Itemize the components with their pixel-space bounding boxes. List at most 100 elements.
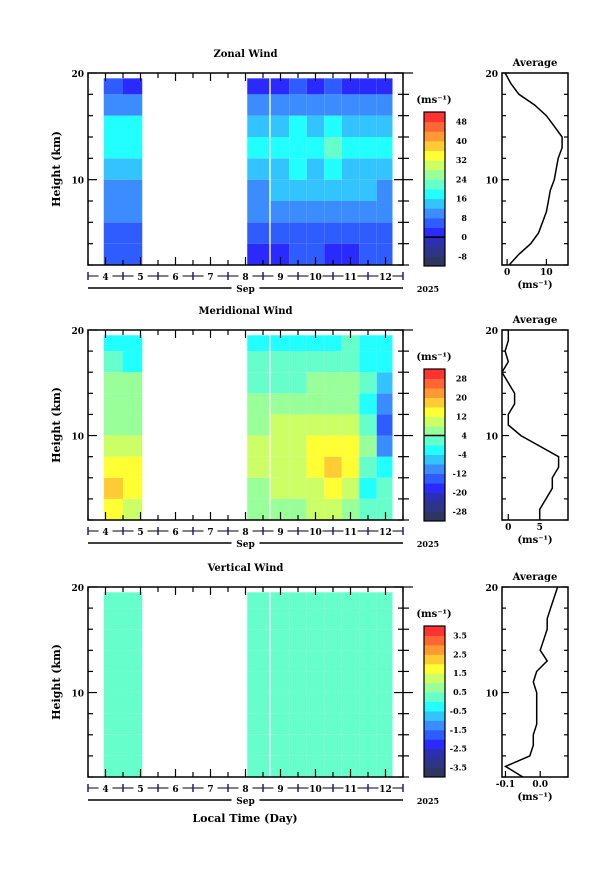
colorbar-label: -8 [458, 251, 467, 261]
heatmap-cell [103, 755, 123, 777]
heatmap-cell [247, 592, 270, 609]
heatmap-cell [376, 393, 393, 415]
heatmap-cell [103, 179, 123, 201]
heatmap-cell [324, 158, 342, 180]
heatmap-cell [324, 498, 342, 520]
colorbar-segment [424, 502, 445, 512]
x-tick-label: 5 [137, 785, 143, 795]
heatmap-cell [376, 755, 393, 777]
heatmap-cell [270, 692, 290, 714]
tick-label-bg [273, 782, 288, 794]
heatmap-cell [341, 456, 360, 478]
heatmap-cell [376, 137, 393, 159]
heatmap-cell [103, 435, 123, 457]
heatmap-cell [103, 692, 123, 714]
y-tick-label: 20 [71, 584, 84, 594]
heatmap-cell [103, 94, 123, 116]
x-tick-label: 12 [379, 528, 392, 538]
heatmap-cell [306, 335, 325, 352]
heatmap-cell [359, 158, 377, 180]
heatmap-cell [376, 498, 393, 520]
colorbar-segment [424, 748, 445, 759]
heatmap-cell [324, 608, 342, 630]
heatmap-cell [306, 137, 325, 159]
heatmap-cell [103, 734, 123, 756]
heatmap-cell [306, 393, 325, 415]
x-tick-label: 11 [344, 528, 357, 538]
heatmap-cell [289, 650, 307, 672]
heatmap-cell [359, 201, 377, 223]
heatmap-cell [123, 335, 143, 352]
heatmap-cell [359, 734, 377, 756]
heatmap-cell [306, 477, 325, 499]
profile-x-tick-label: 0 [505, 523, 511, 533]
heatmap-cell [270, 115, 290, 137]
heatmap-cell [247, 158, 270, 180]
colorbar-segment [424, 150, 445, 161]
heatmap-cell [306, 734, 325, 756]
heatmap-cell [324, 734, 342, 756]
colorbar-segment [424, 739, 445, 750]
profile-unit-label: (ms⁻¹) [517, 792, 552, 803]
x-tick-label: 5 [137, 273, 143, 283]
y-tick-label: 20 [71, 70, 84, 80]
colorbar-label: 12 [456, 412, 467, 422]
colorbar-segment [424, 682, 445, 693]
heatmap-cell [289, 137, 307, 159]
heatmap-cell [123, 456, 143, 478]
colorbar-segment [424, 426, 445, 436]
colorbar-segment [424, 179, 445, 190]
heatmap-cell [359, 335, 377, 352]
heatmap-cell [289, 498, 307, 520]
heatmap-cell [270, 734, 290, 756]
tick-label-bg [308, 525, 323, 537]
colorbar-segment [424, 758, 445, 769]
profile-x-tick-label: -0.1 [496, 780, 515, 790]
heatmap-cell [247, 608, 270, 630]
tick-label-bg [378, 782, 393, 794]
heatmap-cell [306, 94, 325, 116]
colorbar-segment [424, 246, 445, 257]
heatmap-cell [289, 456, 307, 478]
heatmap-cell [324, 335, 342, 352]
heatmap-cell [306, 755, 325, 777]
colorbar-label: 16 [456, 194, 468, 204]
colorbar-segment [424, 112, 445, 123]
colorbar-segment [424, 635, 445, 646]
heatmap-cell [306, 671, 325, 693]
heatmap-cell [270, 393, 290, 415]
tick-label-bg [133, 782, 148, 794]
heatmap-cell [341, 94, 360, 116]
tick-label-bg [133, 270, 148, 282]
heatmap-cell [306, 608, 325, 630]
heatmap-cell [270, 671, 290, 693]
heatmap-cell [306, 179, 325, 201]
heatmap-cell [376, 243, 393, 265]
x-tick-label: 9 [277, 528, 283, 538]
heatmap-cell [324, 222, 342, 244]
heatmap-cell [247, 629, 270, 651]
heatmap-cell [306, 592, 325, 609]
x-tick-label: 10 [309, 785, 322, 795]
heatmap-cell [270, 335, 290, 352]
profile-y-tick-label: 10 [485, 433, 498, 443]
year-label: 2025 [417, 796, 439, 806]
heatmap-cell [306, 158, 325, 180]
month-label-bg [231, 794, 260, 806]
heatmap-cell [123, 351, 143, 373]
heatmap-cell [376, 650, 393, 672]
colorbar-segment [424, 454, 445, 465]
heatmap-cell [359, 351, 377, 373]
heatmap-cell [341, 435, 360, 457]
tick-label-bg [238, 782, 253, 794]
heatmap-cell [270, 351, 290, 373]
heatmap-cell [289, 755, 307, 777]
heatmap-cell [324, 179, 342, 201]
heatmap-cell [341, 158, 360, 180]
heatmap-cell [359, 671, 377, 693]
heatmap-cell [341, 414, 360, 436]
colorbar-segment [424, 492, 445, 503]
heatmap-cell [359, 629, 377, 651]
heatmap-cell [270, 713, 290, 735]
